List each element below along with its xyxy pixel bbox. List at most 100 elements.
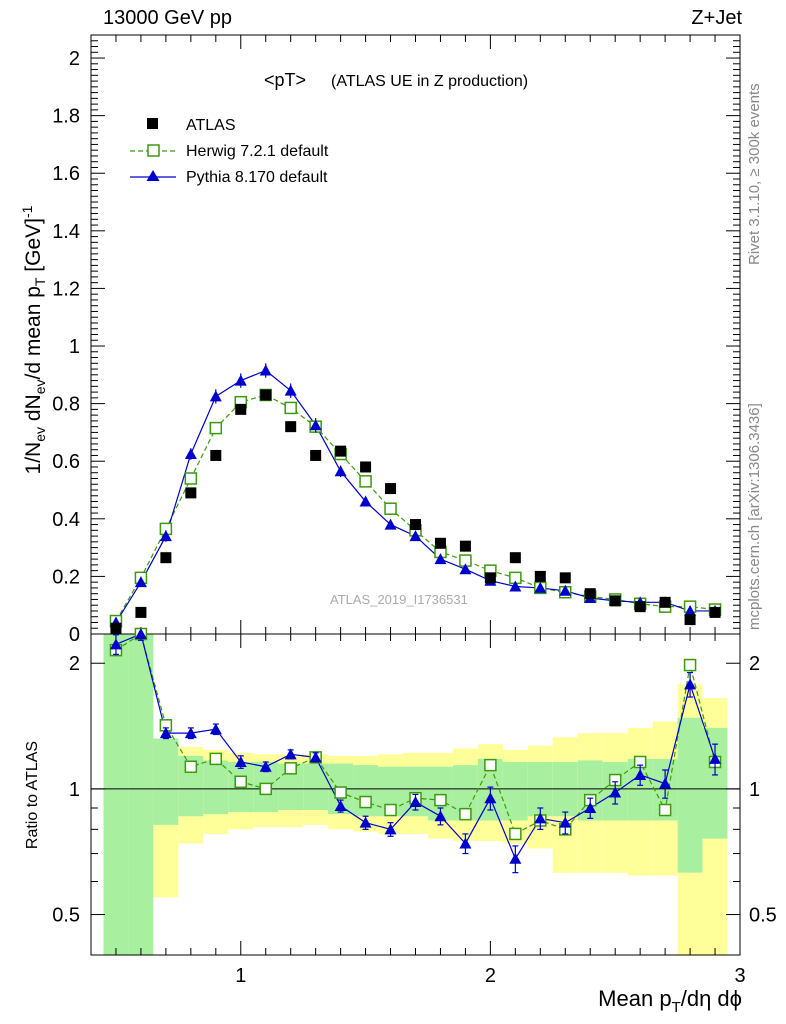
atlas-point (434, 537, 446, 549)
pythia-ratio-point (559, 816, 572, 828)
pythia-ratio-point (284, 748, 297, 760)
pythia-point (434, 553, 447, 565)
pythia-ratio-point (634, 768, 647, 780)
herwig-ratio-point (184, 760, 198, 773)
x-axis-title: Mean pT/dη dϕ (598, 986, 742, 1016)
pythia-ratio-point (234, 755, 247, 767)
herwig-ratio-point (209, 752, 223, 766)
legend-label-herwig: Herwig 7.2.1 default (186, 143, 329, 160)
pythia-ratio-point (359, 816, 372, 828)
ratio-y-tick-label-right: 2 (749, 653, 760, 675)
pythia-ratio-point (584, 801, 597, 813)
ratio-y-tick-label-right: 1 (749, 779, 760, 801)
pythia-ratio-point (309, 751, 322, 763)
herwig-ratio-point (459, 807, 472, 821)
atlas-point (335, 445, 347, 457)
atlas-point (110, 622, 122, 634)
pythia-line (115, 369, 716, 623)
pythia-point (684, 604, 697, 616)
atlas-point (310, 449, 322, 461)
atlas-point (684, 614, 696, 626)
pythia-point (384, 518, 397, 530)
ratio-y-tick-label: 2 (69, 653, 80, 675)
y-tick-label: 0.6 (52, 451, 80, 473)
atlas-point (484, 572, 496, 584)
atlas-point (559, 572, 571, 584)
herwig-ratio-point (509, 827, 522, 841)
herwig-ratio-point (683, 658, 697, 672)
ratio-uncertainty-bands (103, 634, 728, 955)
y-tick-label: 0.4 (52, 509, 80, 531)
atlas-point (459, 540, 471, 552)
atlas-point (385, 483, 397, 495)
y-tick-label: 1.8 (52, 106, 80, 128)
legend-marker-pythia (146, 170, 160, 181)
pythia-point (184, 448, 197, 460)
herwig-ratio-point (334, 786, 347, 799)
plot-title: <pT> (264, 70, 306, 90)
pythia-point (259, 364, 272, 376)
legend-label-atlas: ATLAS (186, 117, 236, 134)
atlas-point (185, 487, 197, 499)
ratio-band-green (203, 760, 229, 815)
ratio-y-axis-title: Ratio to ATLAS (24, 741, 41, 849)
ratio-band-green (677, 717, 703, 873)
pythia-ratio-point (409, 796, 422, 808)
pythia-point (209, 390, 222, 402)
herwig-ratio-point (284, 762, 297, 775)
pythia-ratio-point (684, 678, 697, 690)
herwig-ratio-point (359, 795, 372, 809)
legend-marker-atlas (147, 118, 158, 129)
ratio-y-tick-label: 0.5 (52, 905, 80, 927)
atlas-point (135, 606, 147, 618)
herwig-ratio-point (234, 775, 248, 789)
analysis-watermark: ATLAS_2019_I1736531 (330, 592, 468, 607)
herwig-ratio-point (484, 758, 497, 772)
herwig-point (359, 475, 372, 488)
pythia-ratio-point (184, 727, 197, 739)
y-tick-label: 0 (69, 624, 80, 646)
pythia-ratio-point (159, 727, 172, 739)
y-tick-label: 1 (69, 336, 80, 358)
ratio-y-tick-label-right: 0.5 (749, 905, 777, 927)
pythia-ratio-point (134, 628, 147, 639)
pythia-ratio-point (334, 799, 347, 811)
legend-marker-herwig (147, 144, 160, 157)
atlas-point (160, 552, 172, 564)
pythia-ratio-point (384, 823, 397, 835)
legend: ATLAS Herwig 7.2.1 default Pythia 8.170 … (130, 117, 329, 186)
pythia-ratio-point (534, 812, 547, 824)
pythia-ratio-point (709, 752, 722, 764)
ratio-band-green (103, 634, 129, 955)
atlas-point (609, 595, 621, 607)
herwig-point (384, 502, 397, 515)
legend-label-pythia: Pythia 8.170 default (186, 169, 328, 186)
herwig-ratio-point (434, 793, 447, 807)
atlas-point (235, 403, 247, 415)
atlas-point (534, 570, 546, 582)
herwig-point (209, 421, 223, 435)
atlas-point (260, 389, 272, 401)
pythia-point (234, 374, 247, 386)
pythia-point (409, 530, 422, 542)
y-tick-label: 1.6 (52, 163, 80, 185)
pythia-ratio-point (459, 837, 472, 849)
y-tick-label: 1.4 (52, 221, 80, 243)
herwig-ratio-point (658, 803, 672, 817)
ratio-band-green (128, 634, 154, 955)
y-tick-label: 0.8 (52, 394, 80, 416)
plot-subtitle: (ATLAS UE in Z production) (331, 73, 528, 90)
atlas-point (410, 519, 421, 531)
x-tick-label: 3 (734, 965, 745, 987)
x-tick-label: 2 (485, 965, 496, 987)
herwig-ratio-point (259, 782, 272, 796)
y-tick-label: 0.2 (52, 566, 80, 588)
pythia-ratio-point (509, 852, 522, 864)
atlas-point (634, 601, 646, 613)
atlas-point (360, 461, 372, 473)
ratio-plot-marks (109, 627, 722, 874)
ratio-band-green (303, 763, 329, 811)
y-tick-label: 1.2 (52, 278, 80, 300)
herwig-point (184, 472, 198, 485)
